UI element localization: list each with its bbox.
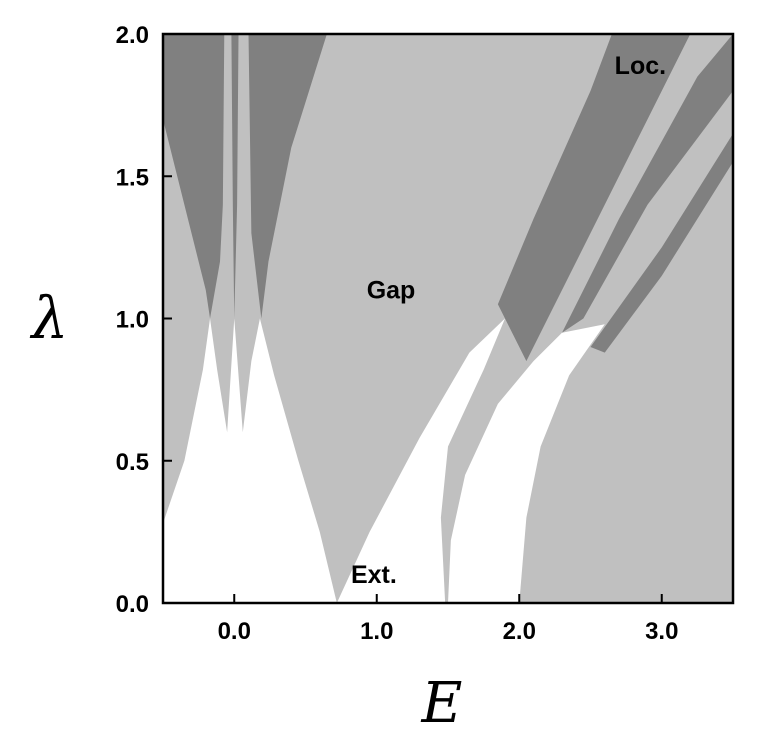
region-label-ext: Ext.	[351, 561, 397, 589]
ext-region-5	[163, 318, 337, 603]
extended-region-7	[448, 324, 605, 603]
region-labels: Gap Loc. Ext.	[351, 52, 666, 589]
axis-ticks: 0.0 1.0 2.0 3.0 0.0 0.5 1.0 1.5 2.0	[116, 22, 679, 645]
y-tick-label: 0.5	[116, 449, 149, 476]
y-tick-label: 2.0	[116, 22, 149, 49]
x-tick-label: 0.0	[218, 618, 251, 645]
x-tick-label: 3.0	[645, 618, 678, 645]
x-tick-label: 2.0	[503, 618, 536, 645]
localized-region-3	[562, 34, 733, 333]
y-tick-label: 1.5	[116, 164, 149, 191]
localized-region-2	[497, 34, 691, 362]
plot-regions	[163, 34, 733, 603]
y-axis-label: λ	[30, 284, 69, 352]
x-axis-label: E	[421, 671, 463, 736]
x-tick-label: 1.0	[360, 618, 393, 645]
y-tick-label: 0.0	[116, 591, 149, 618]
region-label-gap: Gap	[367, 277, 416, 305]
localized-region-4	[590, 133, 733, 353]
y-tick-label: 1.0	[116, 307, 149, 334]
extended-region-6	[336, 318, 505, 603]
region-label-loc: Loc.	[615, 52, 666, 80]
plot-frame	[161, 32, 735, 605]
loc-region-1	[163, 34, 327, 319]
